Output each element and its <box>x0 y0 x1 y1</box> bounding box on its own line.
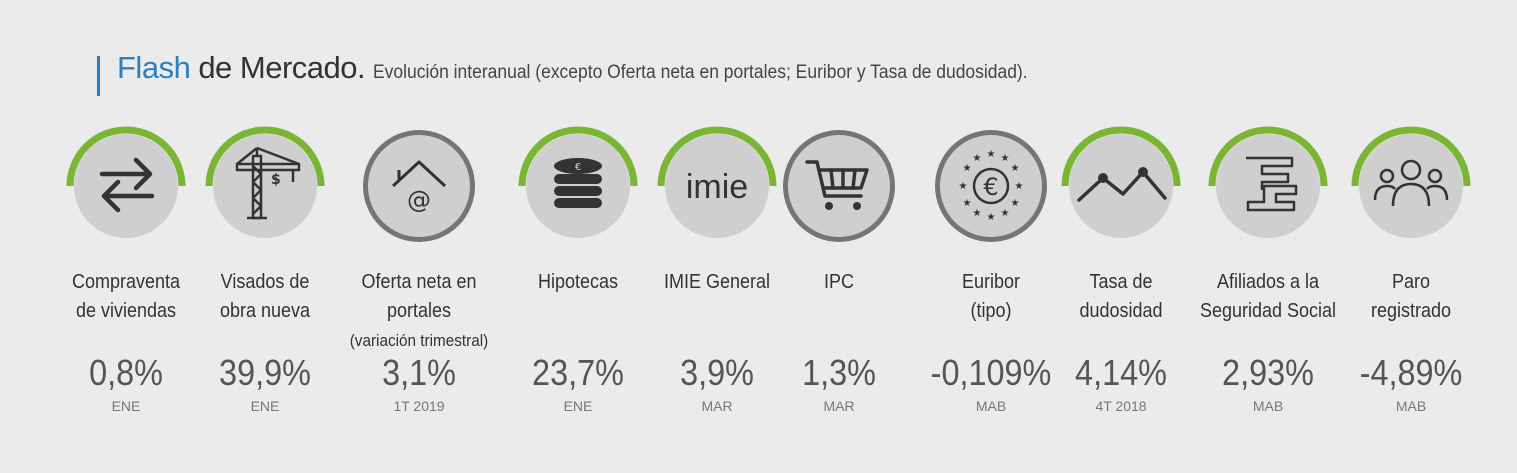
svg-text:★: ★ <box>959 181 968 192</box>
indicator-value: 3,9% <box>680 352 754 393</box>
svg-text:€: € <box>983 173 998 201</box>
indicator-label: Paro registrado <box>1370 271 1452 322</box>
svg-text:★: ★ <box>1011 163 1020 174</box>
indicator-label: Euribor (tipo) <box>961 271 1021 322</box>
indicator-label: Hipotecas <box>537 271 619 293</box>
indicator-value: 1,3% <box>802 352 876 393</box>
indicator-ipc: IPC 1,3% MAR <box>764 0 914 473</box>
indicator-badge: $ <box>201 122 329 250</box>
svg-text:imie: imie <box>686 168 748 206</box>
indicator-period: MAR <box>823 398 855 414</box>
indicator-badge <box>62 122 190 250</box>
people-group-icon <box>1351 126 1471 238</box>
euro-stars-icon: ★ ★★ ★★★ ★★★ ★★★ € <box>935 130 1047 242</box>
indicator-value: -0,109% <box>930 352 1052 393</box>
indicator-dudosidad: Tasa de dudosidad 4,14% 4T 2018 <box>1046 0 1196 473</box>
indicator-period: MAB <box>1395 398 1427 414</box>
indicator-value: 0,8% <box>89 352 163 393</box>
indicator-period: ENE <box>563 398 593 414</box>
indicator-label: Tasa de dudosidad <box>1079 271 1163 322</box>
indicator-label: IPC <box>823 271 855 293</box>
indicator-period: MAB <box>1252 398 1284 414</box>
social-security-logo-icon <box>1208 126 1328 238</box>
title-rest: de Mercado. <box>198 50 366 85</box>
indicator-imie: imie IMIE General 3,9% MAR <box>642 0 792 473</box>
indicator-label: Oferta neta en portales (variación trimes… <box>349 271 489 350</box>
indicator-period: MAR <box>701 398 733 414</box>
svg-text:★: ★ <box>1011 198 1020 209</box>
indicator-badge <box>775 122 903 250</box>
indicator-badge: € <box>514 122 642 250</box>
indicator-period: ENE <box>111 398 141 414</box>
indicator-oferta-neta: @ Oferta neta en portales (variación trim… <box>344 0 494 473</box>
indicator-period: MAB <box>975 398 1007 414</box>
svg-text:$: $ <box>271 172 281 188</box>
subtitle: Evolución interanual (excepto Oferta net… <box>373 62 1028 83</box>
indicator-badge <box>1057 122 1185 250</box>
svg-text:★: ★ <box>1001 153 1010 164</box>
indicator-hipotecas: € Hipotecas 23,7% ENE <box>503 0 653 473</box>
imie-logo-icon: imie <box>657 126 777 238</box>
indicator-afiliados: Afiliados a la Seguridad Social 2,93% MAB <box>1193 0 1343 473</box>
indicator-badge: ★ ★ ★ ★ ★ ★ ★ ★ ★ ★ ★ ★ € <box>927 122 1055 250</box>
line-peaks-icon <box>1061 126 1181 238</box>
indicator-badge <box>1204 122 1332 250</box>
svg-text:★: ★ <box>963 163 972 174</box>
svg-text:★: ★ <box>963 198 972 209</box>
indicator-value: 3,1% <box>382 352 456 393</box>
indicator-value: 39,9% <box>219 352 311 393</box>
indicator-badge <box>1347 122 1475 250</box>
arrows-exchange-icon <box>66 126 186 238</box>
indicator-label: Visados de obra nueva <box>219 271 311 322</box>
svg-text:★: ★ <box>987 149 996 160</box>
indicator-label: Afiliados a la Seguridad Social <box>1199 271 1337 322</box>
indicator-compraventa: Compraventa de viviendas 0,8% ENE <box>51 0 201 473</box>
indicator-label: Compraventa de viviendas <box>71 271 181 322</box>
indicator-period: 1T 2019 <box>393 398 445 414</box>
indicator-badge: @ <box>355 122 483 250</box>
svg-text:★: ★ <box>973 153 982 164</box>
house-at-icon: @ <box>363 130 475 242</box>
indicator-value: 2,93% <box>1222 352 1314 393</box>
svg-text:★: ★ <box>1015 181 1024 192</box>
header-accent-bar <box>97 56 100 96</box>
indicator-period: 4T 2018 <box>1095 398 1147 414</box>
indicator-value: -4,89% <box>1359 352 1463 393</box>
svg-text:★: ★ <box>987 212 996 223</box>
svg-text:★: ★ <box>973 208 982 219</box>
indicator-badge: imie <box>653 122 781 250</box>
indicator-visados: $ Visados de obra nueva 39,9% ENE <box>190 0 340 473</box>
indicator-value: 4,14% <box>1075 352 1167 393</box>
indicator-label: IMIE General <box>663 271 771 293</box>
indicator-value: 23,7% <box>532 352 624 393</box>
shopping-cart-icon <box>783 130 895 242</box>
indicator-paro: Paro registrado -4,89% MAB <box>1336 0 1486 473</box>
coin-stack-icon: € <box>518 126 638 238</box>
svg-text:€: € <box>575 162 581 173</box>
indicator-period: ENE <box>250 398 280 414</box>
indicator-euribor: ★ ★ ★ ★ ★ ★ ★ ★ ★ ★ ★ ★ € Euribor (tipo) -0,109% … <box>916 0 1066 473</box>
svg-text:@: @ <box>407 186 431 214</box>
title-accent: Flash <box>117 50 191 85</box>
svg-text:★: ★ <box>1001 208 1010 219</box>
crane-icon: $ <box>205 126 325 238</box>
flash-header: Flash de Mercado. Evolución interanual (… <box>97 50 1085 98</box>
